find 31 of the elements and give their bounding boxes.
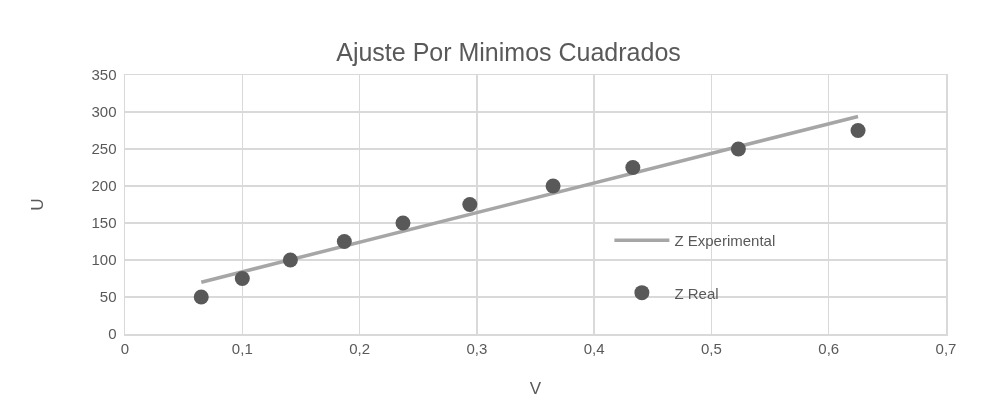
y-tick-label: 150 [91, 214, 117, 232]
y-axis-title: U [28, 198, 48, 211]
y-tick-label: 200 [91, 177, 117, 195]
y-tick-label: 300 [91, 103, 117, 121]
x-tick-label: 0,3 [466, 339, 488, 357]
legend-label: Z Experimental [674, 232, 776, 250]
y-tick-label: 350 [91, 66, 117, 84]
point [545, 178, 561, 194]
chart-title: Ajuste Por Minimos Cuadrados [336, 37, 681, 66]
y-tick-label: 250 [91, 140, 117, 158]
legend-label: Z Real [674, 284, 719, 302]
x-tick-label: 0,1 [231, 339, 253, 357]
point [462, 197, 478, 212]
point [395, 215, 411, 231]
x-tick-label: 0,7 [935, 339, 957, 357]
point [336, 234, 352, 249]
x-axis-title: V [529, 378, 542, 398]
point [730, 141, 746, 157]
x-tick-label: 0,5 [701, 339, 722, 357]
point [282, 252, 298, 268]
point [850, 123, 866, 138]
x-tick-label: 0,6 [818, 339, 840, 357]
point [193, 289, 209, 305]
y-tick-label: 50 [99, 288, 117, 306]
x-tick-label: 0 [120, 339, 130, 357]
y-tick-label: 0 [108, 325, 117, 343]
x-tick-label: 0,2 [349, 339, 370, 357]
y-tick-label: 100 [91, 251, 117, 269]
point [625, 160, 641, 175]
point [234, 271, 250, 286]
x-tick-label: 0,4 [583, 339, 605, 357]
